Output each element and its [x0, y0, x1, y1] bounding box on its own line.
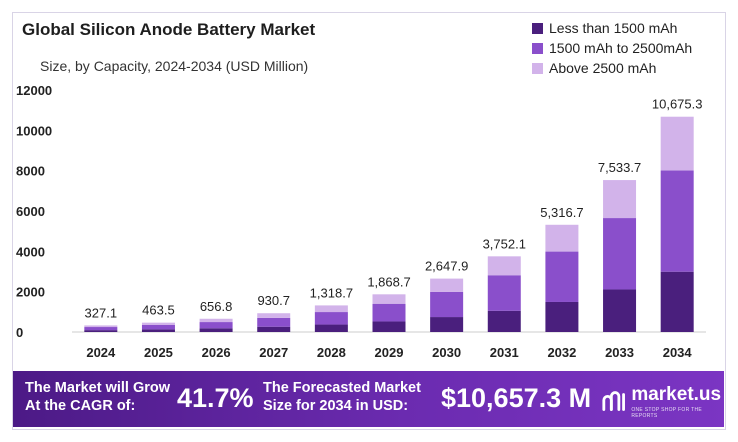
y-tick-label: 4000	[16, 244, 45, 259]
bar-segment-3	[199, 318, 233, 323]
x-tick-label: 2031	[490, 345, 519, 360]
bar-total-label: 10,675.3	[652, 97, 703, 112]
bar-segment-2	[372, 303, 406, 322]
bar-total-label: 1,868.7	[367, 274, 410, 289]
cagr-caption-line2: At the CAGR of:	[25, 398, 136, 414]
bar-total-label: 5,316.7	[540, 205, 583, 220]
bar-segment-1	[257, 326, 291, 332]
bar-segment-2	[314, 312, 348, 325]
bar-segment-3	[314, 305, 348, 313]
y-tick-label: 2000	[16, 285, 45, 300]
forecast-caption-line2: Size for 2034 in USD:	[263, 398, 409, 414]
bar-total-label: 1,318.7	[310, 285, 353, 300]
chart-subtitle: Size, by Capacity, 2024-2034 (USD Millio…	[40, 58, 309, 74]
bar-segment-3	[141, 322, 175, 325]
bar-segment-1	[603, 289, 637, 332]
bar-segment-3	[257, 313, 291, 318]
bar-segment-3	[660, 116, 694, 171]
bar-segment-1	[141, 329, 175, 332]
bar-segment-2	[603, 218, 637, 290]
bar-segment-1	[430, 317, 464, 332]
footer-banner: The Market will Grow At the CAGR of: 41.…	[13, 371, 724, 427]
bar-segment-3	[545, 224, 579, 252]
bar-segment-1	[545, 301, 579, 332]
bar-segment-2	[430, 291, 464, 318]
bar-segment-3	[372, 294, 406, 304]
x-tick-label: 2025	[144, 345, 173, 360]
chart-legend: Less than 1500 mAh 1500 mAh to 2500mAh A…	[532, 18, 692, 78]
legend-item-1500-to-2500: 1500 mAh to 2500mAh	[532, 38, 692, 58]
bar-segment-2	[660, 170, 694, 272]
x-tick-label: 2027	[259, 345, 288, 360]
bar-segment-1	[84, 330, 118, 332]
bar-segment-3	[84, 325, 118, 328]
brand-logo: market.us ONE STOP SHOP FOR THE REPORTS	[601, 385, 724, 419]
bar-total-label: 2,647.9	[425, 259, 468, 274]
bar-segment-1	[372, 321, 406, 332]
market-us-logo-icon	[602, 391, 625, 411]
bar-total-label: 463.5	[142, 303, 175, 318]
x-tick-label: 2030	[432, 345, 461, 360]
bar-chart: 0 2000 4000 6000 8000 10000 12000 327.1 2024 463.…	[16, 83, 706, 360]
bar-segment-1	[314, 324, 348, 332]
bar-total-label: 930.7	[257, 293, 290, 308]
x-tick-label: 2026	[202, 345, 231, 360]
bar-segment-2	[487, 275, 521, 311]
x-tick-label: 2032	[547, 345, 576, 360]
y-tick-label: 8000	[16, 164, 45, 179]
forecast-caption-line1: The Forecasted Market	[263, 380, 421, 396]
cagr-caption-line1: The Market will Grow	[25, 380, 171, 396]
cagr-value: 41.7%	[177, 383, 254, 413]
x-tick-label: 2029	[375, 345, 404, 360]
brand-tagline: ONE STOP SHOP FOR THE REPORTS	[631, 407, 702, 419]
x-tick-label: 2034	[663, 345, 693, 360]
bar-total-label: 656.8	[200, 299, 233, 314]
bar-segment-3	[487, 256, 521, 276]
bar-segment-3	[430, 278, 464, 292]
legend-swatch	[532, 62, 543, 74]
bar-segment-2	[141, 324, 175, 330]
legend-swatch	[532, 22, 543, 34]
bar-total-label: 3,752.1	[483, 236, 526, 251]
bar-segment-1	[199, 328, 233, 332]
legend-label: 1500 mAh to 2500mAh	[549, 40, 693, 56]
y-tick-label: 12000	[16, 83, 52, 98]
brand-name: market.us	[631, 384, 722, 405]
bar-segment-1	[487, 310, 521, 332]
y-tick-label: 6000	[16, 204, 45, 219]
y-tick-label: 10000	[16, 123, 52, 138]
legend-swatch	[532, 42, 543, 54]
cagr-caption: The Market will Grow At the CAGR of:	[25, 379, 170, 415]
forecast-value: $10,657.3 M	[441, 383, 592, 413]
x-tick-label: 2024	[86, 345, 116, 360]
legend-label: Less than 1500 mAh	[549, 20, 678, 36]
legend-item-above-2500: Above 2500 mAh	[532, 58, 692, 78]
x-tick-label: 2028	[317, 345, 346, 360]
bar-segment-1	[660, 271, 694, 332]
bar-segment-2	[84, 327, 118, 331]
x-tick-label: 2033	[605, 345, 634, 360]
chart-title: Global Silicon Anode Battery Market	[22, 20, 316, 39]
brand-text: market.us ONE STOP SHOP FOR THE REPORTS	[631, 384, 724, 420]
legend-label: Above 2500 mAh	[549, 60, 657, 76]
bar-total-label: 327.1	[85, 305, 118, 320]
y-tick-label: 0	[16, 325, 23, 340]
bar-segment-2	[545, 251, 579, 302]
bar-segment-2	[257, 317, 291, 327]
forecast-caption: The Forecasted Market Size for 2034 in U…	[263, 379, 421, 415]
bar-segment-3	[603, 180, 637, 219]
bar-total-label: 7,533.7	[598, 160, 641, 175]
bar-segment-2	[199, 322, 233, 329]
legend-item-less-than-1500: Less than 1500 mAh	[532, 18, 692, 38]
